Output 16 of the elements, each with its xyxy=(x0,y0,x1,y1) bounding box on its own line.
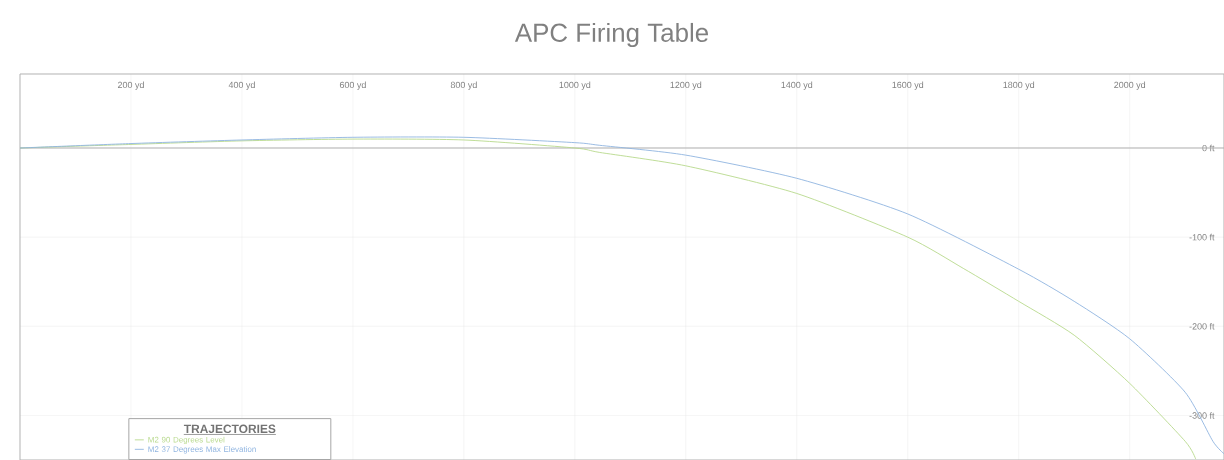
x-tick-label: 1200 yd xyxy=(670,81,702,90)
x-tick-label: 400 yd xyxy=(228,81,255,90)
chart-title: APC Firing Table xyxy=(514,22,708,48)
x-tick-label: 1800 yd xyxy=(1003,81,1035,90)
y-tick-label: -100 ft xyxy=(1189,233,1215,241)
y-tick-label: 0 ft xyxy=(1202,144,1215,152)
x-tick-label: 1400 yd xyxy=(781,81,813,90)
y-tick-label: -300 ft xyxy=(1189,412,1215,419)
x-tick-label: 1600 yd xyxy=(892,81,924,90)
x-tick-label: 600 yd xyxy=(339,81,366,90)
x-tick-label: 1000 yd xyxy=(559,81,591,90)
x-tick-label: 2000 yd xyxy=(1114,81,1146,90)
legend-title: TRAJECTORIES xyxy=(183,424,276,434)
y-tick-label: -200 ft xyxy=(1189,323,1215,330)
x-tick-label: 200 yd xyxy=(117,81,144,90)
x-tick-label: 800 yd xyxy=(450,81,477,90)
